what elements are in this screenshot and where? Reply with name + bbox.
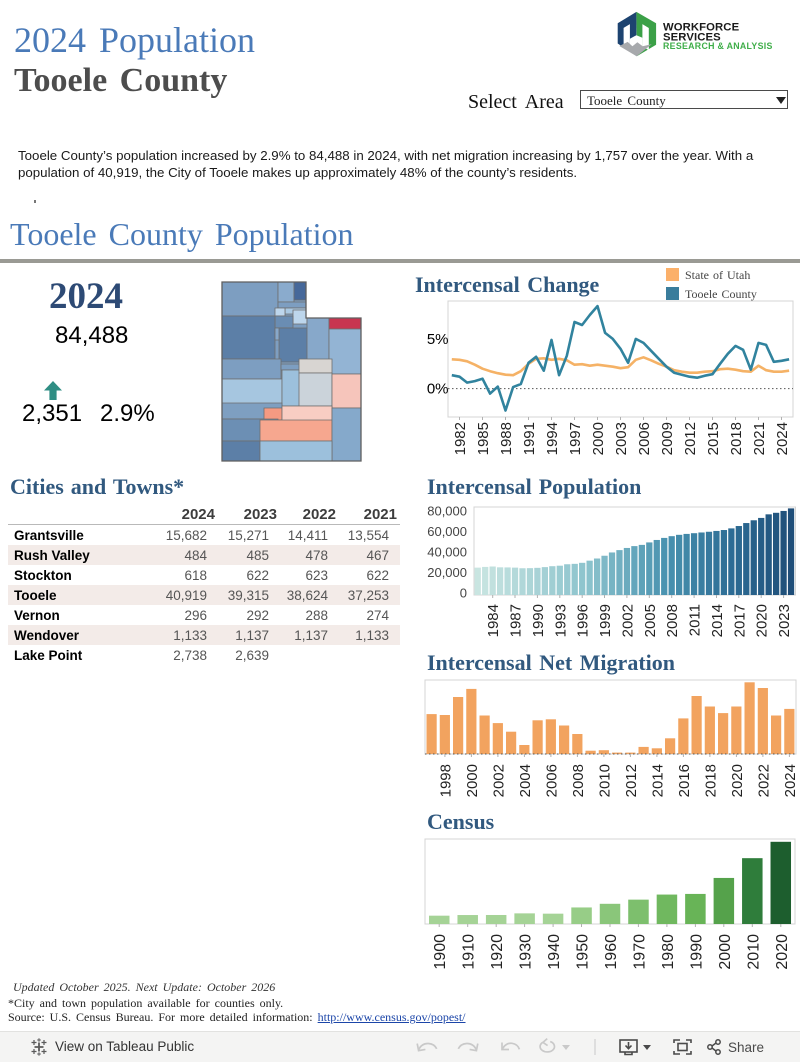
svg-text:2000: 2000 xyxy=(717,934,734,970)
svg-text:2006: 2006 xyxy=(543,764,560,797)
svg-text:2023: 2023 xyxy=(776,604,793,637)
svg-text:2008: 2008 xyxy=(570,764,587,797)
svg-text:1990: 1990 xyxy=(688,934,705,970)
svg-text:1999: 1999 xyxy=(597,604,614,637)
svg-text:2002: 2002 xyxy=(490,764,507,797)
svg-text:WORKFORCE: WORKFORCE xyxy=(663,21,740,33)
svg-text:RESEARCH & ANALYSIS: RESEARCH & ANALYSIS xyxy=(663,41,773,51)
svg-text:SERVICES: SERVICES xyxy=(663,32,721,44)
svg-text:2008: 2008 xyxy=(664,604,681,637)
svg-text:2009: 2009 xyxy=(659,422,676,455)
svg-text:2010: 2010 xyxy=(745,934,762,970)
svg-text:1996: 1996 xyxy=(575,604,592,637)
svg-text:2003: 2003 xyxy=(613,422,630,455)
svg-text:2024: 2024 xyxy=(782,764,799,797)
svg-text:2022: 2022 xyxy=(755,764,772,797)
svg-text:1980: 1980 xyxy=(660,934,677,970)
svg-text:80,000: 80,000 xyxy=(427,504,467,519)
svg-text:2010: 2010 xyxy=(596,764,613,797)
svg-text:1993: 1993 xyxy=(552,604,569,637)
svg-text:2020: 2020 xyxy=(754,604,771,637)
svg-text:2004: 2004 xyxy=(517,764,534,797)
svg-text:2000: 2000 xyxy=(590,422,607,455)
svg-text:2014: 2014 xyxy=(709,604,726,637)
svg-text:1998: 1998 xyxy=(437,764,454,797)
svg-text:1984: 1984 xyxy=(485,604,502,637)
svg-text:2012: 2012 xyxy=(682,422,699,455)
svg-text:2018: 2018 xyxy=(702,764,719,797)
svg-text:1990: 1990 xyxy=(530,604,547,637)
svg-text:0: 0 xyxy=(460,586,467,601)
svg-text:2014: 2014 xyxy=(649,764,666,797)
svg-text:20,000: 20,000 xyxy=(427,565,467,580)
svg-text:2011: 2011 xyxy=(687,604,704,636)
svg-text:1960: 1960 xyxy=(603,934,620,970)
svg-text:1985: 1985 xyxy=(475,422,492,455)
svg-text:1994: 1994 xyxy=(544,422,561,455)
svg-text:1940: 1940 xyxy=(546,934,563,970)
svg-text:1997: 1997 xyxy=(567,422,584,455)
svg-text:5%: 5% xyxy=(427,331,449,348)
svg-text:1900: 1900 xyxy=(432,934,449,970)
svg-text:2017: 2017 xyxy=(731,604,748,637)
svg-text:2016: 2016 xyxy=(676,764,693,797)
svg-text:1920: 1920 xyxy=(489,934,506,970)
svg-text:2000: 2000 xyxy=(464,764,481,797)
svg-text:1910: 1910 xyxy=(461,934,478,970)
svg-text:Share: Share xyxy=(728,1040,764,1055)
svg-text:0%: 0% xyxy=(427,381,449,398)
svg-text:2020: 2020 xyxy=(729,764,746,797)
svg-text:1930: 1930 xyxy=(518,934,535,970)
svg-text:1950: 1950 xyxy=(575,934,592,970)
svg-text:2015: 2015 xyxy=(705,422,722,455)
svg-text:1991: 1991 xyxy=(521,422,538,455)
svg-text:1982: 1982 xyxy=(452,422,469,455)
svg-text:60,000: 60,000 xyxy=(427,524,467,539)
svg-text:2024: 2024 xyxy=(774,422,791,455)
svg-text:2006: 2006 xyxy=(636,422,653,455)
svg-text:1988: 1988 xyxy=(498,422,515,455)
svg-text:2018: 2018 xyxy=(728,422,745,455)
svg-text:1987: 1987 xyxy=(508,604,525,637)
svg-text:1970: 1970 xyxy=(631,934,648,970)
svg-text:40,000: 40,000 xyxy=(427,545,467,560)
svg-text:2012: 2012 xyxy=(623,764,640,797)
svg-text:2021: 2021 xyxy=(751,422,768,455)
svg-text:2005: 2005 xyxy=(642,604,659,637)
svg-text:2002: 2002 xyxy=(619,604,636,637)
svg-text:2020: 2020 xyxy=(774,934,791,970)
